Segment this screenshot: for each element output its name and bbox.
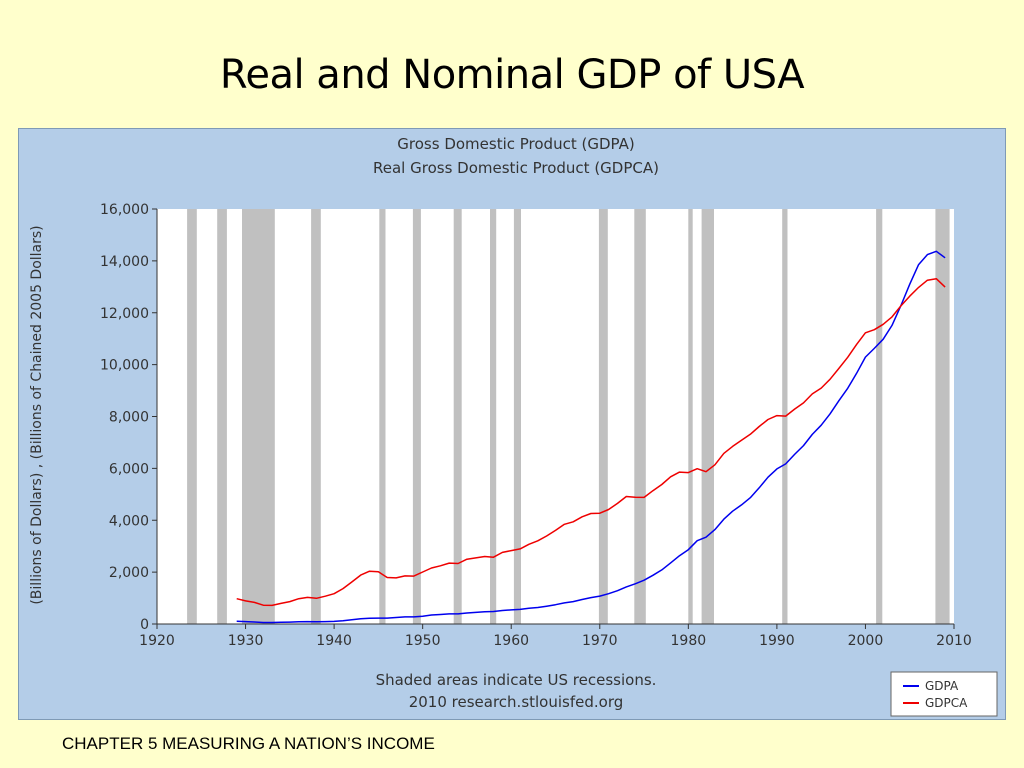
note-line-1: Shaded areas indicate US recessions. (376, 671, 657, 689)
recession-band (876, 209, 883, 624)
y-tick-label: 0 (140, 617, 149, 633)
recession-band (379, 209, 386, 624)
x-tick-label: 2010 (936, 633, 972, 649)
footer-text: CHAPTER 5 MEASURING A NATION’S INCOME (62, 734, 435, 753)
slide-title: Real and Nominal GDP of USA (219, 52, 805, 98)
x-tick-label: 1950 (405, 633, 441, 649)
recession-band (513, 209, 521, 624)
y-tick-label: 6,000 (109, 461, 149, 477)
legend-label-gdpa: GDPA (925, 679, 959, 693)
chart-panel: Gross Domestic Product (GDPA) Real Gross… (18, 128, 1006, 720)
y-tick-label: 2,000 (109, 565, 149, 581)
note-line-2: 2010 research.stlouisfed.org (409, 693, 624, 711)
recession-band (701, 209, 714, 624)
x-tick-label: 1970 (582, 633, 618, 649)
recession-band (490, 209, 497, 624)
recession-band (311, 209, 321, 624)
recession-band (598, 209, 608, 624)
y-tick-label: 12,000 (100, 306, 149, 322)
legend: GDPA GDPCA (890, 671, 998, 717)
recession-band (187, 209, 197, 624)
recession-band (217, 209, 227, 624)
tick-labels: 0 2,000 4,000 6,000 8,000 10,000 12,000 14,000 1… (100, 202, 972, 649)
x-tick-label: 1960 (493, 633, 529, 649)
recession-band (688, 209, 693, 624)
x-tick-label: 1990 (759, 633, 795, 649)
recession-band (634, 209, 646, 624)
recession-band (412, 209, 421, 624)
y-tick-label: 4,000 (109, 513, 149, 529)
y-tick-label: 10,000 (100, 358, 149, 374)
y-tick-label: 14,000 (100, 254, 149, 270)
series-lines (236, 250, 946, 624)
series-line-gdpca (236, 277, 946, 607)
x-tick-label: 2000 (848, 633, 884, 649)
recession-band (453, 209, 462, 624)
chart-title: Gross Domestic Product (GDPA) (397, 135, 634, 153)
legend-box (890, 671, 998, 717)
y-axis-label: (Billions of Dollars) , (Billions of Cha… (29, 225, 45, 604)
x-tick-label: 1920 (139, 633, 175, 649)
plot-area (157, 209, 954, 624)
recession-band (242, 209, 275, 624)
legend-label-gdpca: GDPCA (925, 696, 968, 710)
x-tick-label: 1980 (671, 633, 707, 649)
series-line-gdpa (236, 250, 946, 624)
chart-subtitle: Real Gross Domestic Product (GDPCA) (373, 159, 659, 177)
x-tick-label: 1930 (228, 633, 264, 649)
y-tick-label: 8,000 (109, 410, 149, 426)
y-tick-label: 16,000 (100, 202, 149, 218)
recession-band (935, 209, 950, 624)
gdp-chart: Gross Domestic Product (GDPA) Real Gross… (29, 135, 998, 717)
x-tick-label: 1940 (316, 633, 352, 649)
